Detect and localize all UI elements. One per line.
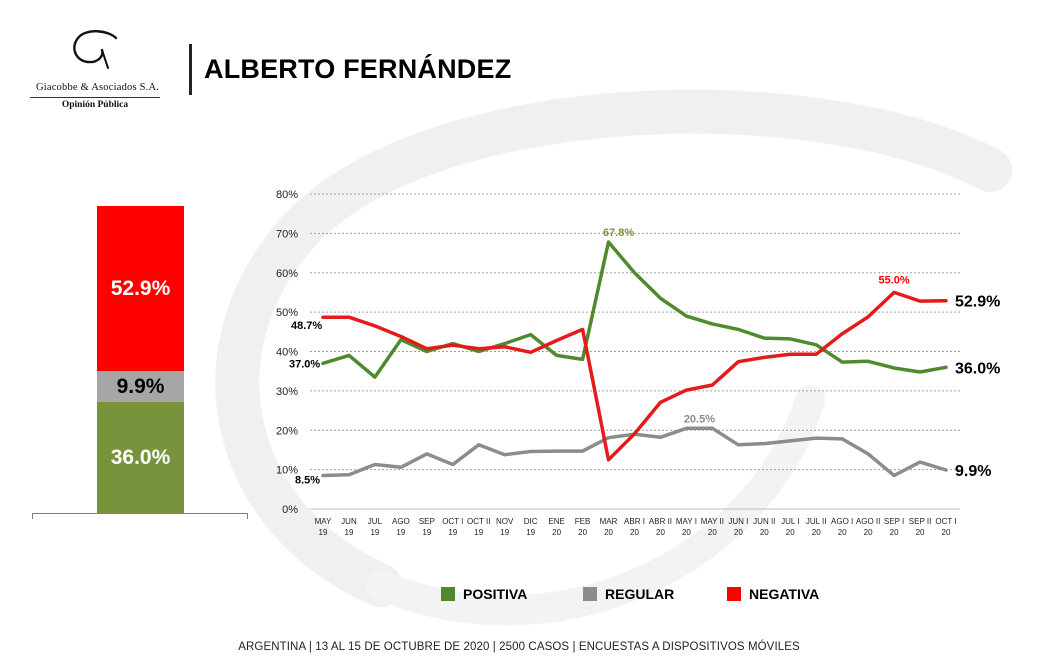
x-tick-label: 20	[838, 528, 847, 537]
y-tick-label: 50%	[276, 307, 298, 319]
summary-tick-left	[32, 513, 33, 519]
legend-negativa-label: NEGATIVA	[749, 586, 820, 602]
label-regular-start: 8.5%	[295, 475, 320, 487]
y-tick-label: 70%	[276, 228, 298, 240]
x-tick-label: 19	[345, 528, 354, 537]
label-positiva-start: 37.0%	[289, 358, 320, 370]
series-negativa-line	[321, 290, 948, 462]
x-tick-label: 20	[864, 528, 873, 537]
label-regular-peak: 20.5%	[684, 413, 715, 425]
x-tick-label: MAY	[315, 517, 332, 526]
legend-regular: REGULAR	[583, 585, 674, 603]
y-tick-label: 10%	[276, 465, 298, 477]
x-tick-label: 20	[578, 528, 587, 537]
series-positiva-line	[321, 240, 948, 379]
x-tick-label: 19	[319, 528, 328, 537]
x-tick-label: SEP	[419, 517, 435, 526]
x-tick-label: 20	[604, 528, 613, 537]
y-tick-label: 40%	[276, 347, 298, 359]
x-tick-label: JUN	[341, 517, 357, 526]
logo-company-name: Giacobbe & Asociados S.A.	[35, 82, 160, 93]
x-tick-label: JUL	[368, 517, 383, 526]
x-tick-label: 19	[448, 528, 457, 537]
x-tick-label: AGO I	[831, 517, 853, 526]
summary-positiva-label: 36.0%	[110, 445, 171, 469]
summary-regular-segment: 9.9%	[97, 371, 184, 402]
label-negativa-start: 48.7%	[291, 320, 322, 332]
y-tick-label: 80%	[276, 189, 298, 201]
x-tick-label: SEP I	[884, 517, 904, 526]
x-tick-label: DIC	[524, 517, 538, 526]
x-tick-label: 20	[682, 528, 691, 537]
x-tick-label: ABR I	[624, 517, 645, 526]
x-tick-label: 20	[708, 528, 717, 537]
x-tick-label: JUN II	[753, 517, 775, 526]
x-tick-label: 20	[656, 528, 665, 537]
x-tick-label: MAR	[600, 517, 618, 526]
footer-caption: ARGENTINA | 13 AL 15 DE OCTUBRE DE 2020 …	[238, 641, 800, 653]
x-tick-label: MAY II	[701, 517, 724, 526]
x-tick-label: JUL II	[806, 517, 827, 526]
legend-regular-swatch	[583, 587, 597, 601]
x-tick-label: 20	[630, 528, 639, 537]
x-tick-label: SEP II	[909, 517, 932, 526]
x-tick-label: ABR II	[649, 517, 672, 526]
legend-positiva-swatch	[441, 587, 455, 601]
logo-subtitle: Opinión Pública	[61, 100, 129, 110]
x-tick-label: 20	[760, 528, 769, 537]
company-logo: Giacobbe & Asociados S.A. Opinión Públic…	[30, 28, 165, 118]
x-tick-label: 19	[370, 528, 379, 537]
legend-positiva-label: POSITIVA	[463, 586, 528, 602]
x-tick-label: 19	[474, 528, 483, 537]
summary-negativa-segment: 52.9%	[97, 206, 184, 371]
x-tick-label: 20	[552, 528, 561, 537]
x-tick-label: 19	[396, 528, 405, 537]
y-tick-label: 30%	[276, 386, 298, 398]
logo-swirl-icon	[73, 30, 118, 69]
x-tick-label: 19	[500, 528, 509, 537]
label-negativa-peak: 55.0%	[878, 274, 909, 286]
x-tick-label: 20	[786, 528, 795, 537]
summary-positiva-segment: 36.0%	[97, 402, 184, 513]
summary-negativa-label: 52.9%	[110, 276, 171, 300]
y-tick-label: 0%	[282, 504, 298, 516]
x-tick-label: AGO II	[856, 517, 880, 526]
x-tick-label: ENE	[548, 517, 564, 526]
x-tick-label: AGO	[392, 517, 410, 526]
label-negativa-end: 52.9%	[955, 294, 1000, 311]
label-positiva-end: 36.0%	[955, 360, 1000, 377]
title-divider	[189, 44, 192, 95]
x-tick-label: NOV	[496, 517, 514, 526]
x-tick-label: 20	[916, 528, 925, 537]
x-tick-label: JUL I	[781, 517, 799, 526]
x-tick-label: 19	[422, 528, 431, 537]
logo-divider	[30, 97, 160, 98]
y-tick-label: 20%	[276, 425, 298, 437]
x-tick-label: MAY I	[676, 517, 697, 526]
x-tick-label: 19	[526, 528, 535, 537]
legend-regular-label: REGULAR	[605, 586, 675, 602]
summary-regular-label: 9.9%	[116, 374, 165, 398]
legend-negativa-swatch	[727, 587, 741, 601]
x-tick-label: OCT I	[935, 517, 956, 526]
x-tick-label: FEB	[575, 517, 591, 526]
x-tick-label: 20	[734, 528, 743, 537]
x-tick-label: OCT I	[442, 517, 463, 526]
label-positiva-peak: 67.8%	[603, 227, 634, 239]
summary-baseline	[32, 513, 248, 514]
x-tick-label: 20	[942, 528, 951, 537]
x-tick-label: 20	[890, 528, 899, 537]
x-tick-label: 20	[812, 528, 821, 537]
x-tick-label: OCT II	[467, 517, 490, 526]
x-tick-label: JUN I	[728, 517, 748, 526]
legend-negativa: NEGATIVA	[727, 585, 819, 603]
summary-tick-right	[247, 513, 248, 519]
label-regular-end: 9.9%	[955, 463, 991, 480]
y-tick-label: 60%	[276, 268, 298, 280]
legend-positiva: POSITIVA	[441, 585, 527, 603]
page-title: ALBERTO FERNÁNDEZ	[204, 54, 512, 84]
